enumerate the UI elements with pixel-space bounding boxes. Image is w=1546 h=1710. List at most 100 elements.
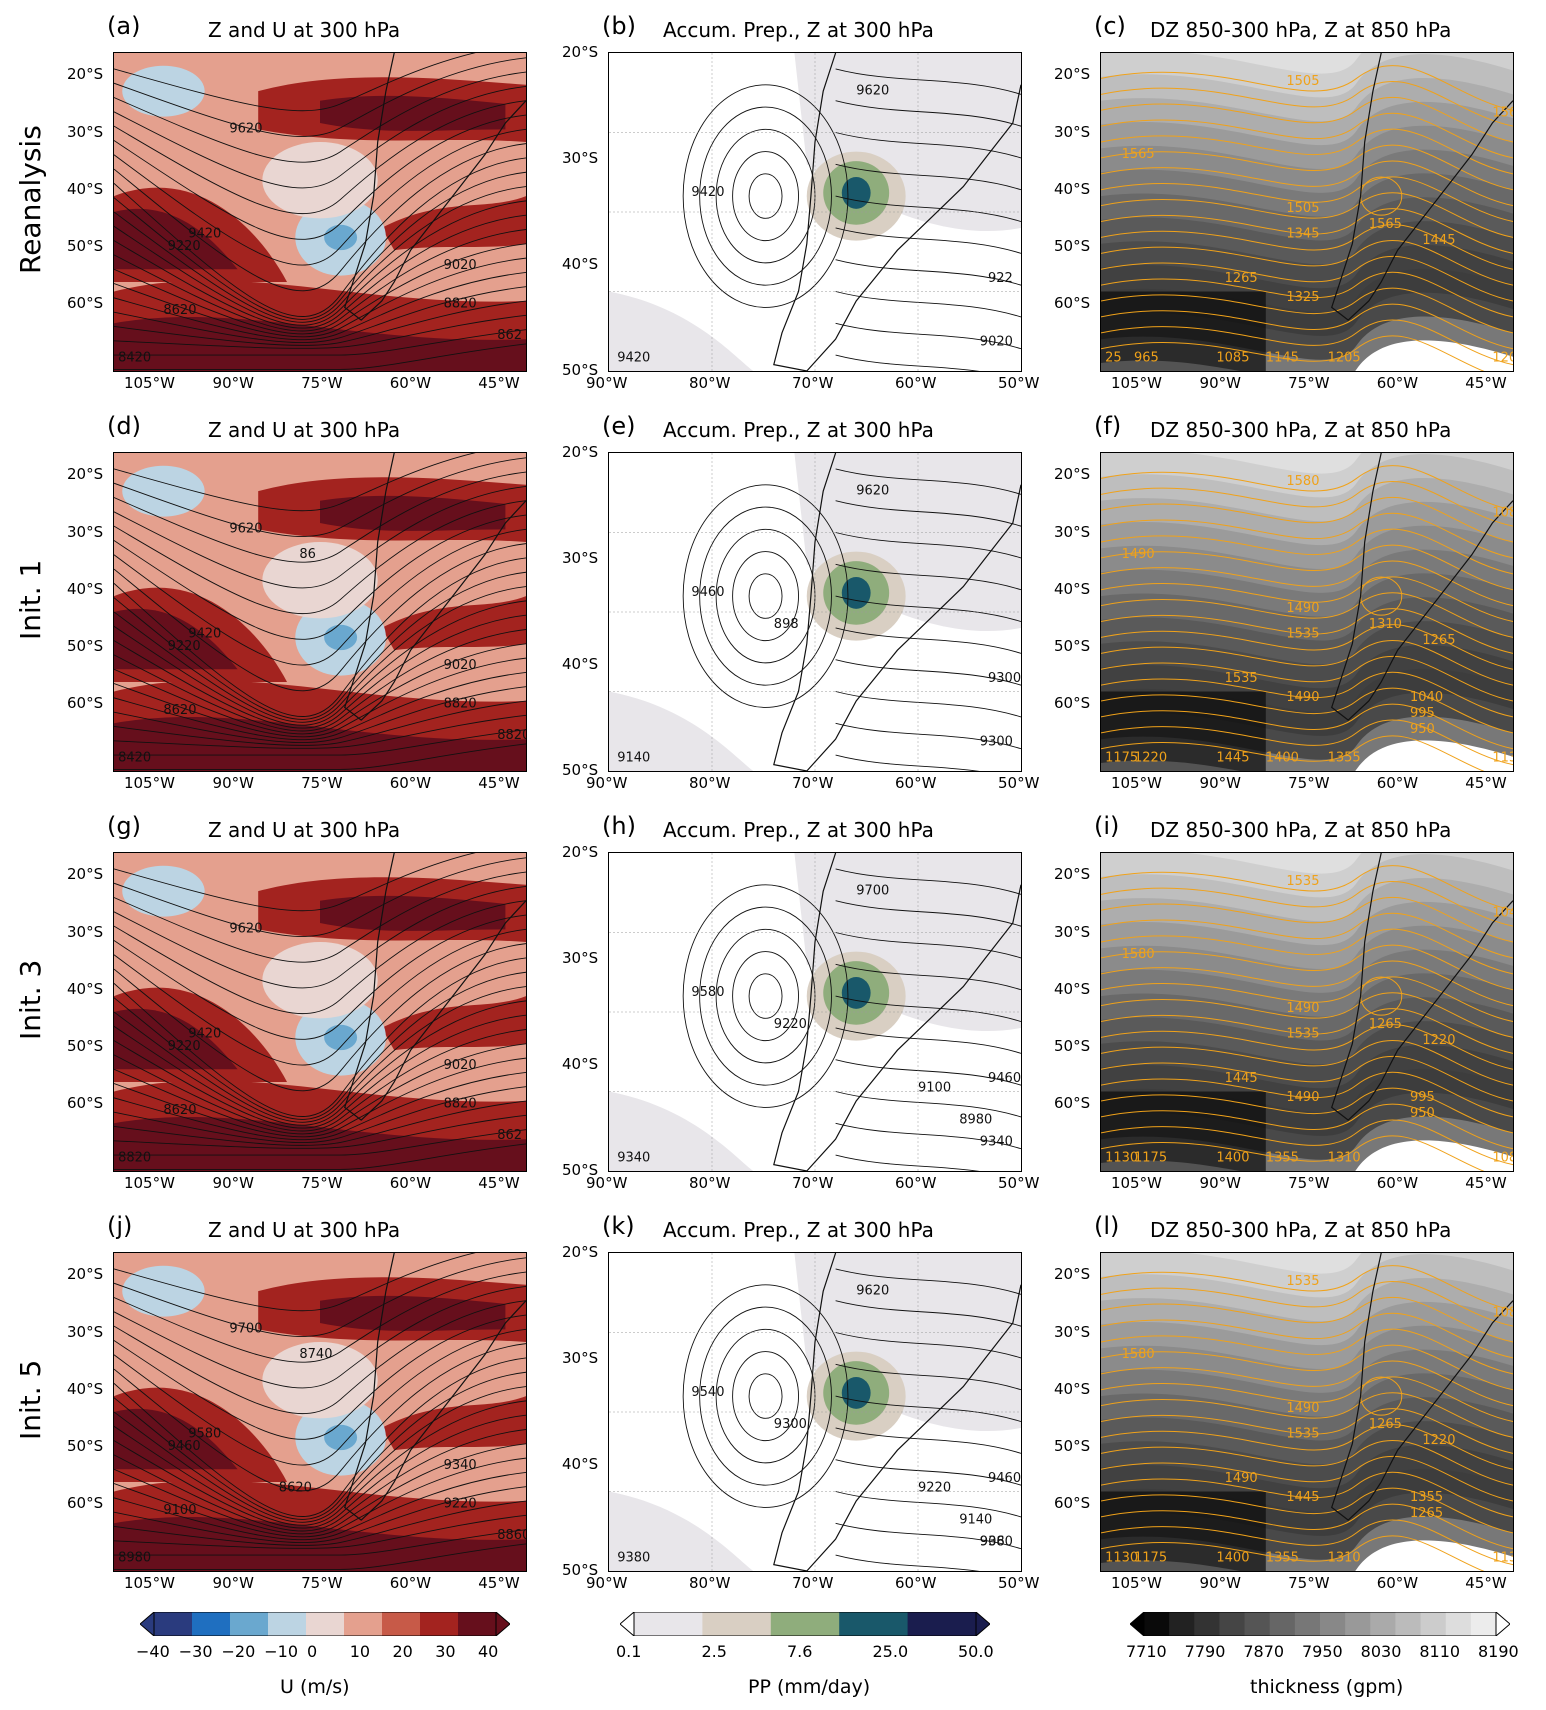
contour-label: 8620: [163, 703, 196, 718]
lat-tick: 50°S: [562, 761, 599, 779]
lat-tick: 40°S: [1054, 979, 1091, 998]
contour-label: 1145: [1266, 351, 1299, 366]
lon-tick: 105°W: [123, 374, 175, 392]
contour-label: 9380: [980, 1535, 1013, 1550]
contour-label: 8620: [279, 1481, 312, 1496]
lon-tick: 45°W: [1465, 774, 1507, 792]
lon-tick: 105°W: [1110, 1174, 1162, 1192]
contour-label: 1445: [1216, 751, 1249, 766]
colorbar-swatch: [1420, 1612, 1447, 1636]
lat-tick: 30°S: [562, 549, 599, 567]
contour-label: 8620: [163, 1103, 196, 1118]
lat-tick: 30°S: [562, 949, 599, 967]
lat-tick: 40°S: [562, 655, 599, 673]
lat-tick: 50°S: [67, 1436, 104, 1455]
lon-tick: 45°W: [478, 1574, 520, 1592]
lat-tick: 30°S: [67, 922, 104, 941]
contour-label: 8820: [118, 1151, 151, 1166]
colorbar-tick: 10: [349, 1642, 371, 1661]
contour-label: 86: [299, 547, 316, 562]
map-precip: 9620 9540 9460 9380 9380 9300 9220 9140 906: [608, 1252, 1022, 1572]
panel-title: Accum. Prep., Z at 300 hPa: [663, 1218, 934, 1242]
colorbar-swatch: [1269, 1612, 1296, 1636]
contour-label: 9020: [444, 658, 477, 673]
colorbar-tick: 8190: [1478, 1642, 1519, 1661]
contour-label: 9620: [856, 483, 889, 498]
colorbar-swatch: [634, 1612, 703, 1636]
colorbar-tick: 8110: [1419, 1642, 1461, 1661]
lon-tick: 105°W: [123, 1174, 175, 1192]
contour-label: 9340: [444, 1458, 477, 1473]
contour-label: 1490: [1286, 1001, 1319, 1016]
contour-label: 1265: [1422, 633, 1455, 648]
contour-label: 1535: [1286, 626, 1319, 641]
lon-tick: 60°W: [895, 374, 937, 392]
colorbar-swatch: [1395, 1612, 1422, 1636]
contour-label: 9300: [774, 1417, 807, 1432]
contour-label: 9580: [691, 985, 724, 1000]
colorbar-swatch: [1169, 1612, 1195, 1636]
lon-tick: 90°W: [1199, 774, 1241, 792]
contour-label: 9700: [856, 883, 889, 898]
lon-tick: 60°W: [389, 774, 432, 792]
contour-label: 1130: [1105, 1151, 1138, 1166]
colorbar-tick: 7950: [1302, 1642, 1343, 1661]
colorbar-wind-label: U (m/s): [280, 1676, 350, 1698]
contour-label: 8980: [118, 1551, 151, 1566]
lon-tick: 50°W: [998, 374, 1040, 392]
contour-label: 9220: [168, 239, 201, 254]
colorbar-tick: 7870: [1243, 1642, 1285, 1661]
contour-label: 1505: [1286, 74, 1319, 89]
lat-tick: 60°S: [67, 1094, 104, 1113]
lon-tick: 70°W: [792, 374, 834, 392]
lat-tick: 60°S: [67, 294, 104, 313]
colorbar-tick: −20: [221, 1642, 256, 1661]
panel-letter: (d): [107, 412, 141, 440]
colorbar-swatch: [1219, 1612, 1246, 1636]
colorbar-swatch: [1294, 1612, 1321, 1636]
lat-tick: 60°S: [67, 694, 104, 713]
contour-label: 9420: [188, 626, 221, 641]
lat-tick: 40°S: [1054, 579, 1091, 598]
contour-label: 8820: [497, 728, 526, 743]
contour-label: 8980: [959, 1112, 992, 1127]
lon-tick: 80°W: [689, 374, 731, 392]
contour-label: 1445: [1225, 1071, 1258, 1086]
panel-letter: (l): [1094, 1212, 1120, 1240]
contour-label: 8820: [444, 1096, 477, 1111]
contour-label: 1400: [1266, 751, 1299, 766]
contour-label: 1580: [1122, 947, 1155, 962]
row-label-init-1: Init. 1: [14, 559, 47, 641]
colorbar-precip-label: PP (mm/day): [748, 1676, 871, 1698]
contour-label: 9540: [691, 1385, 724, 1400]
contour-label: 1580: [1286, 474, 1319, 489]
contour-label: 950: [1410, 1106, 1435, 1121]
panel-letter: (j): [107, 1212, 133, 1240]
lon-tick: 60°W: [389, 374, 432, 392]
colorbar-swatch: [839, 1612, 909, 1636]
contour-label: 9300: [980, 735, 1013, 750]
contour-label: 1445: [1286, 1490, 1319, 1505]
contour-label: 8420: [118, 751, 151, 766]
contour-label: 1355: [1266, 1151, 1299, 1166]
lat-tick: 50°S: [1054, 236, 1091, 255]
map-thickness: 1505 1565 1505 1345 1265 1325 1085 1145 1205 1565…: [1100, 52, 1514, 372]
lon-tick: 75°W: [1288, 774, 1330, 792]
lon-tick: 105°W: [123, 1574, 175, 1592]
lon-tick: 75°W: [301, 374, 343, 392]
contour-label: 9140: [617, 751, 650, 766]
contour-label: 9620: [229, 122, 262, 137]
colorbar-swatch: [1370, 1612, 1396, 1636]
colorbar-swatch: [230, 1612, 269, 1636]
colorbar-tick: 20: [392, 1642, 413, 1661]
contour-label: 9620: [856, 83, 889, 98]
contour-label: 1580: [1122, 1347, 1155, 1362]
map-canvas: 9620 9420 922 9020 9420: [609, 53, 1021, 371]
lon-tick: 75°W: [1288, 1574, 1330, 1592]
colorbar-thickness: [1129, 1610, 1511, 1638]
lon-tick: 60°W: [1376, 374, 1419, 392]
contour-label: 922: [988, 271, 1013, 286]
contour-label: 8620: [163, 303, 196, 318]
